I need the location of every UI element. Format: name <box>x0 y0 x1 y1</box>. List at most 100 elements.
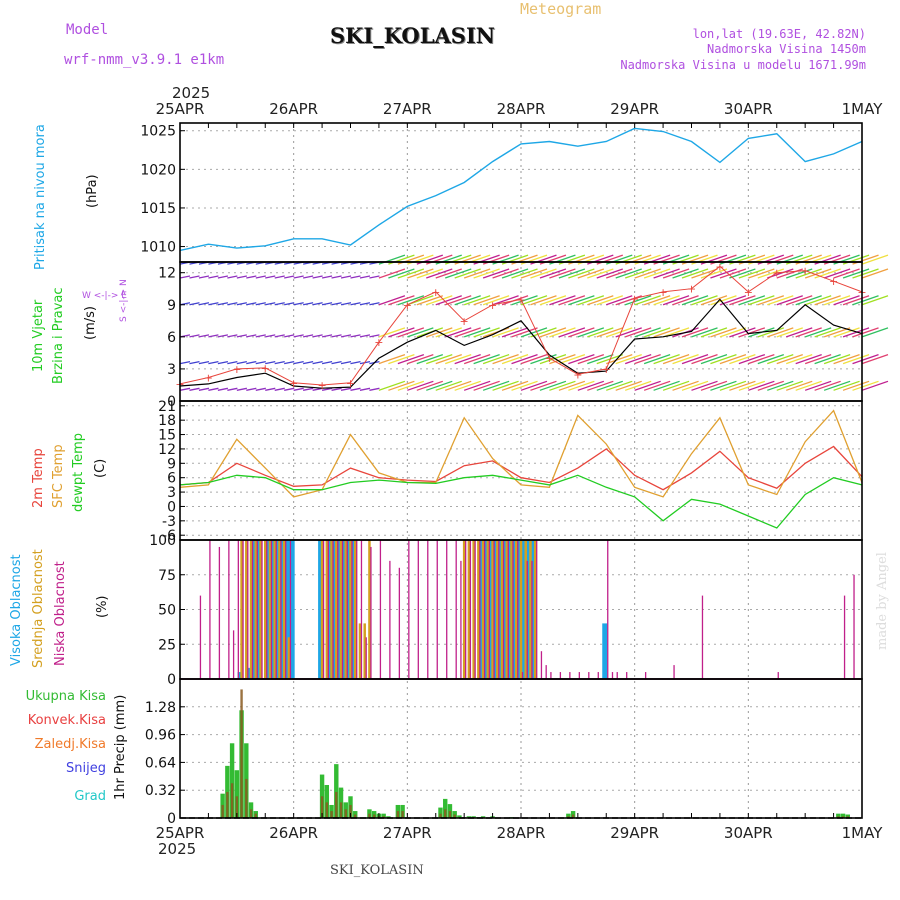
wind-barb <box>539 268 567 279</box>
wind-barb <box>265 360 276 365</box>
wind-barb <box>596 380 623 391</box>
sfc-temp-line <box>179 409 863 498</box>
wind-barb <box>577 327 605 338</box>
wind-barb <box>189 387 200 391</box>
wind-barb <box>227 334 238 338</box>
wind-barb <box>445 380 472 391</box>
cloud-low-bar <box>417 540 419 679</box>
wind-barb <box>700 268 728 279</box>
station-title-front: SKI_KOLASIN <box>330 23 495 48</box>
cloud-low-bar <box>270 540 273 679</box>
cloud-mid-bar <box>259 540 262 679</box>
wind-barb <box>331 334 342 338</box>
y-tick-label: -3 <box>162 514 176 530</box>
wind-barb <box>549 268 576 279</box>
wind-barb <box>738 380 766 391</box>
y-tick-label: 0 <box>167 394 176 410</box>
wind-barb <box>568 327 595 338</box>
cloud-high-bar <box>493 540 499 679</box>
wind-barb <box>255 360 266 365</box>
cloud-high-bar <box>237 672 243 679</box>
cloud-low-bar <box>332 540 334 679</box>
wind-barb <box>653 268 680 279</box>
wind-barb <box>776 380 803 391</box>
wind-barb <box>672 380 699 391</box>
wind-gust-marker: + <box>772 267 781 280</box>
wind-barb <box>615 268 642 279</box>
wind-barb <box>208 302 219 306</box>
cloud-low-bar <box>502 540 505 679</box>
precip-conv-bar <box>339 802 343 818</box>
model-name: wrf-nmm_v3.9.1 e1km <box>64 52 224 68</box>
cloud-mid-bar <box>496 540 499 679</box>
wind-barb <box>340 275 352 279</box>
wind-barb <box>577 380 605 391</box>
wind-barb <box>321 387 333 391</box>
cloud-mid-bar <box>491 540 494 679</box>
wind-gust-marker: + <box>630 292 639 305</box>
wind-barb <box>861 254 889 265</box>
precip-conv-bar <box>349 804 352 818</box>
wind-gust-marker: + <box>374 336 383 349</box>
x-tick-label-top: 30APR <box>724 100 773 118</box>
wind-barb <box>274 334 285 338</box>
wind-barb <box>492 380 519 391</box>
signature: made by Angel <box>875 552 890 650</box>
wind-gust-marker: + <box>829 275 838 288</box>
wind-barb <box>255 302 266 306</box>
x-tick-label-bottom: 25APR <box>156 824 205 842</box>
wind-barb <box>236 334 247 338</box>
cloud-high-bar <box>531 540 537 679</box>
x-tick-label-bottom: 28APR <box>497 824 546 842</box>
wind-barb <box>606 353 633 365</box>
cloud-low-bar <box>644 672 647 679</box>
wind-barb <box>378 268 406 279</box>
wind-barb <box>814 295 841 306</box>
cloud-low-bar <box>266 540 268 679</box>
y-tick-label: 25 <box>158 637 176 653</box>
cloud-low-bar <box>242 540 244 679</box>
wind-barb <box>568 353 595 365</box>
dewpt-temp-line <box>179 474 863 529</box>
cloud-low-bar <box>526 560 528 679</box>
wind-barb <box>530 268 557 279</box>
precip-total-bar <box>334 764 339 818</box>
wind-barb <box>511 353 538 365</box>
wind-barb <box>208 360 219 365</box>
cloud-mid-bar <box>481 540 485 679</box>
y-tick-label: 15 <box>158 428 176 444</box>
wind-barb <box>539 353 567 365</box>
wind-compass-sn: S <-|-> N <box>119 279 129 322</box>
cloud-low-bar <box>569 672 571 679</box>
precip-conv-bar <box>330 811 333 818</box>
y-tick-label: 9 <box>167 298 176 314</box>
cloud-high-bar <box>247 667 253 679</box>
wind-barb <box>492 327 519 338</box>
wind-barb <box>596 327 623 338</box>
precip-conv-bar <box>344 809 347 818</box>
wind-barb <box>236 302 247 306</box>
wind-barb <box>634 295 661 306</box>
wind-barb <box>729 380 756 391</box>
wind-barb <box>710 353 737 365</box>
wind-barb <box>861 327 889 338</box>
wind-barb <box>842 295 870 306</box>
wind-barb <box>691 353 718 365</box>
y-tick-label: 0.32 <box>145 783 176 799</box>
wind-barb <box>340 334 352 338</box>
wind-barb <box>719 295 747 306</box>
cloud-mid-bar <box>287 637 291 679</box>
y-tick-label: 50 <box>158 603 176 619</box>
y-tick-label: 12 <box>158 442 176 458</box>
precip-total-bar <box>324 784 330 818</box>
wind-barb <box>653 353 680 365</box>
wind-barb <box>501 268 529 279</box>
cloud-mid-bar <box>245 540 248 679</box>
wind-barb <box>236 387 247 391</box>
wind-barb <box>520 268 548 279</box>
wind-barb <box>587 327 614 338</box>
wind-barb <box>284 302 295 306</box>
wind-barb <box>435 327 462 338</box>
cloud-low-bar <box>550 672 552 679</box>
